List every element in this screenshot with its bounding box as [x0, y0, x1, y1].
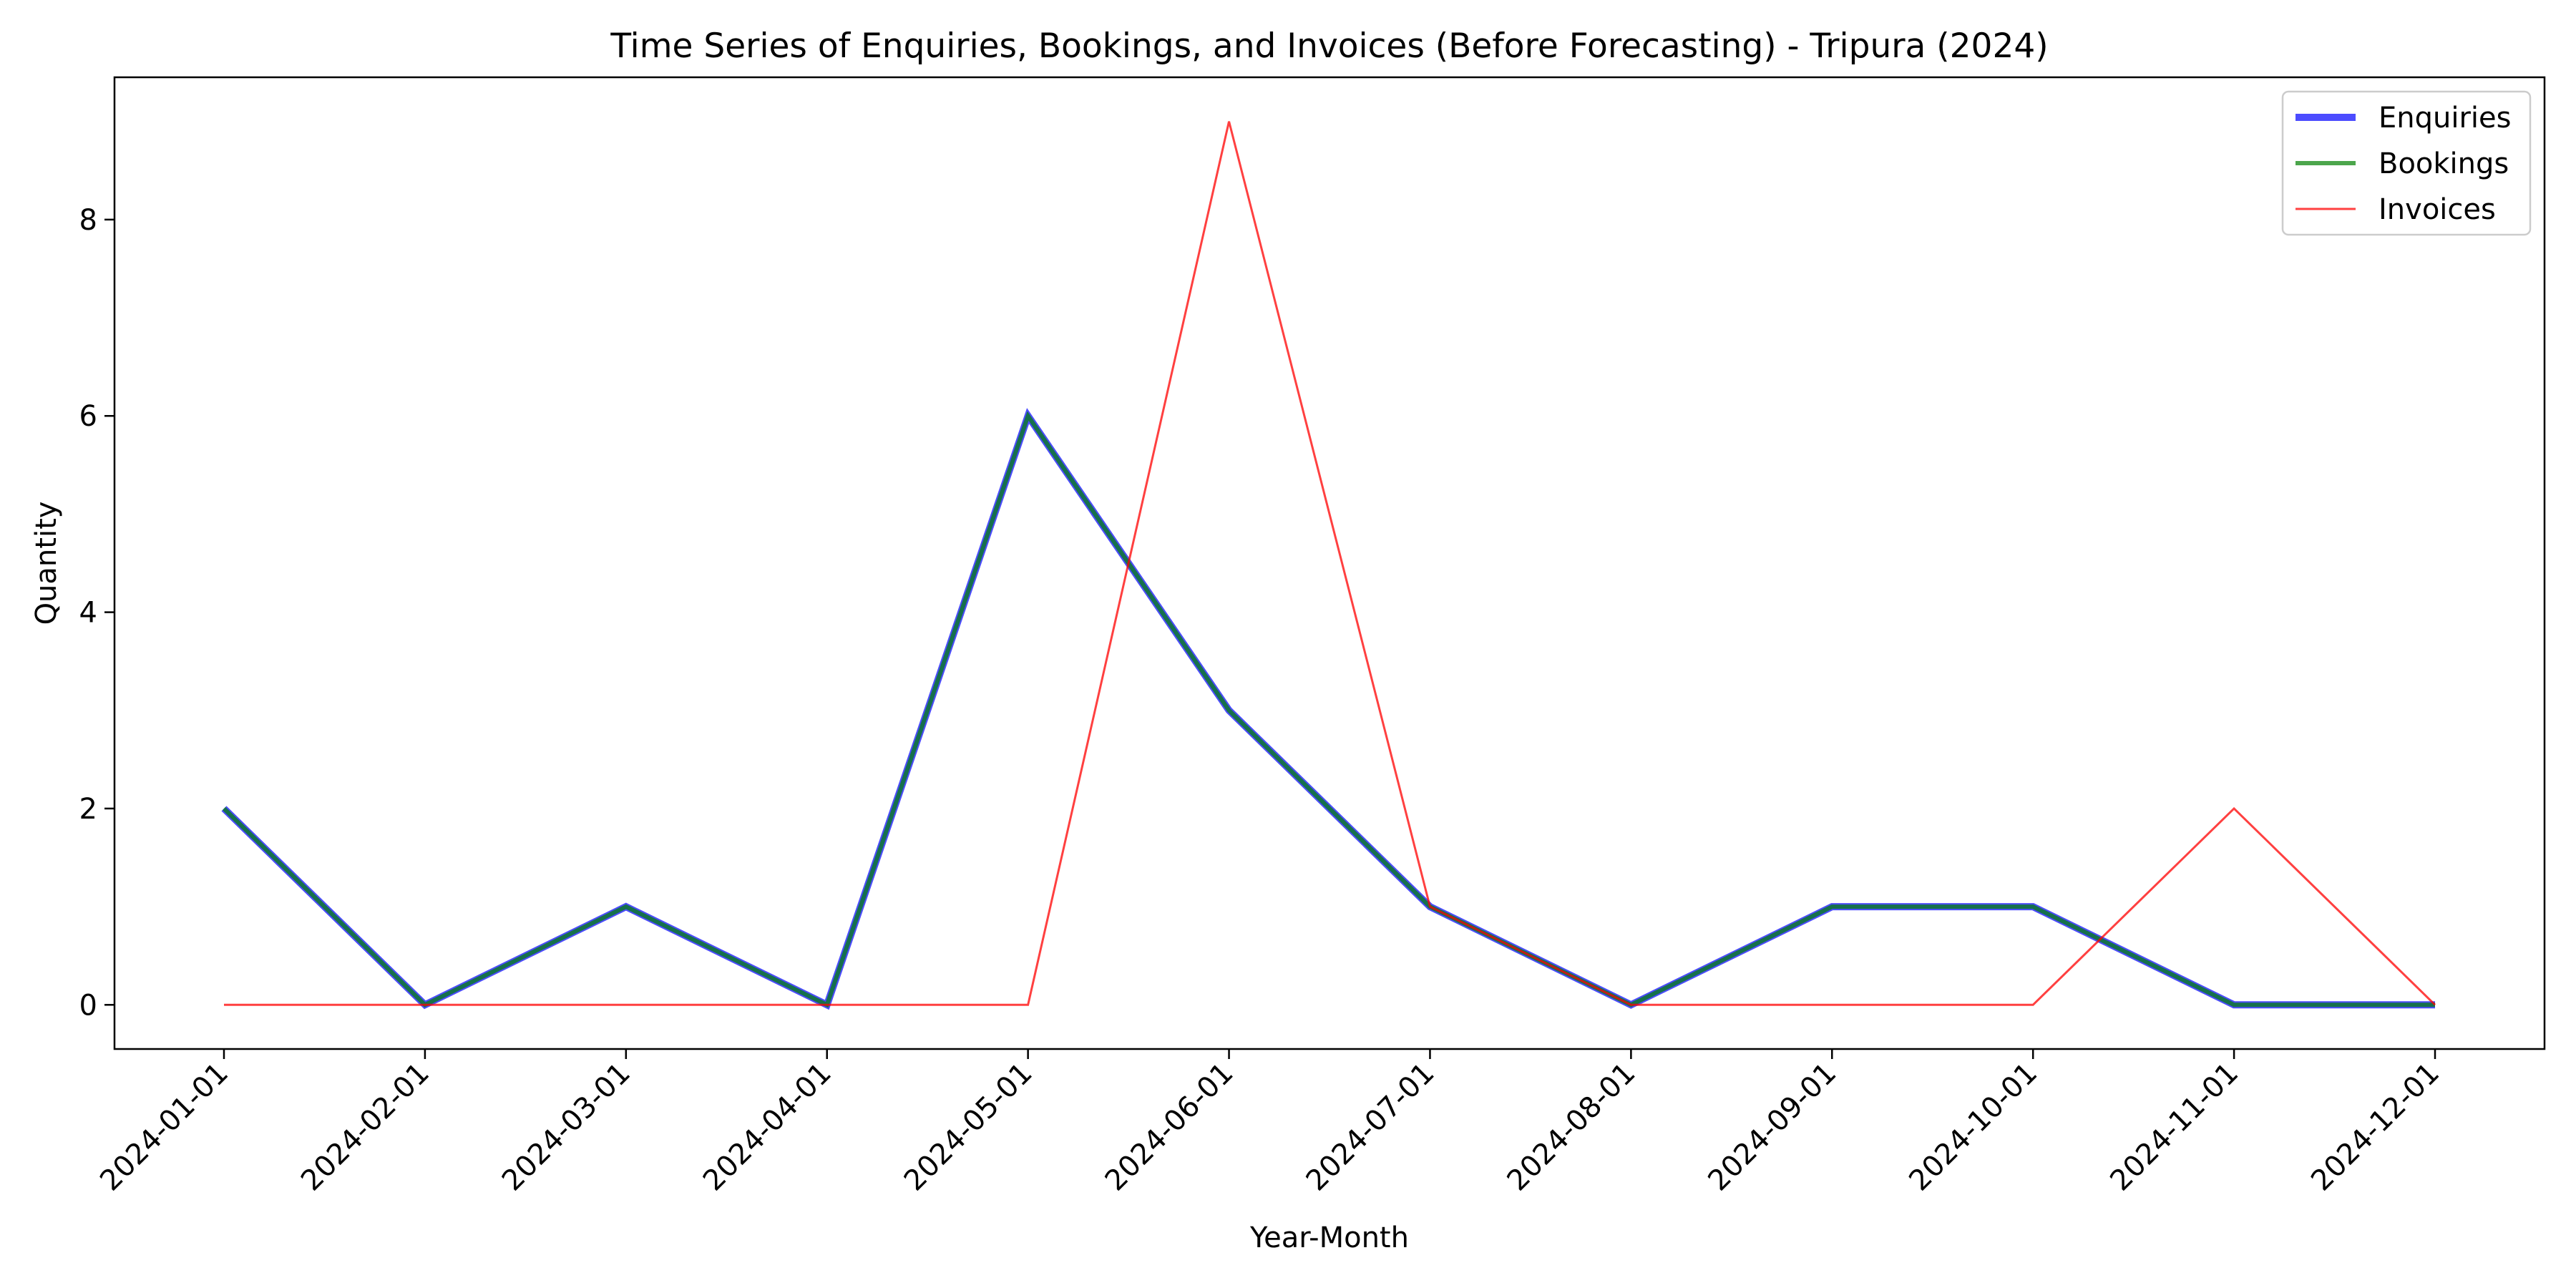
legend-box: [2281, 90, 2532, 236]
series-line-bookings: [222, 411, 2435, 1008]
legend-label-bookings: Bookings: [2379, 147, 2509, 180]
chart-title: Time Series of Enquiries, Bookings, and …: [610, 26, 2048, 66]
y-tick-label: 0: [79, 989, 97, 1022]
series-line-invoices: [224, 121, 2436, 1006]
legend-label-invoices: Invoices: [2379, 193, 2496, 226]
y-tick-label: 4: [79, 597, 97, 630]
y-tick-label: 2: [79, 793, 97, 826]
y-axis-label: Quantity: [30, 502, 63, 625]
x-axis-label: Year-Month: [1249, 1221, 1409, 1254]
plot-area-frame: [113, 76, 2546, 1050]
legend: Enquiries Bookings Invoices: [2281, 90, 2532, 236]
y-tick-label: 6: [79, 400, 97, 433]
series-layer: [221, 121, 2436, 1010]
legend-label-enquiries: Enquiries: [2379, 102, 2512, 135]
y-tick-label: 8: [79, 204, 97, 237]
